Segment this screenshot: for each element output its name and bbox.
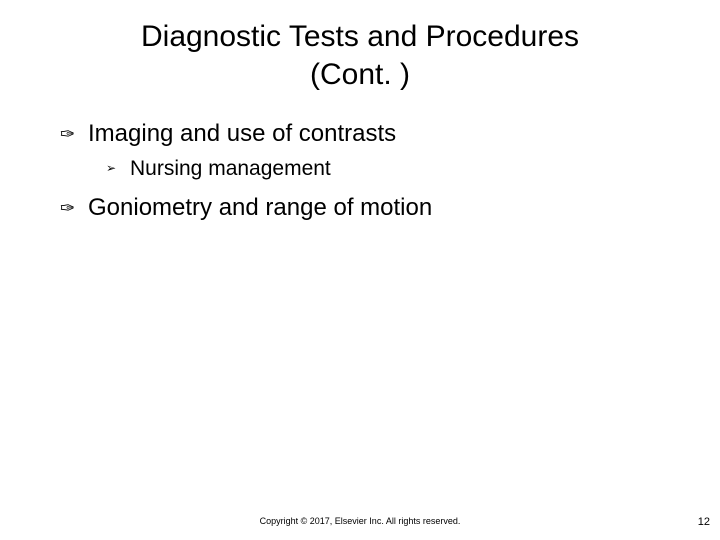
list-item: ✑ Goniometry and range of motion [60,192,660,224]
slide-body: ✑ Imaging and use of contrasts ➢ Nursing… [60,118,660,228]
copyright-footer: Copyright © 2017, Elsevier Inc. All righ… [0,516,720,526]
bullet-icon: ➢ [106,154,130,182]
list-item: ➢ Nursing management [106,154,660,183]
list-item: ✑ Imaging and use of contrasts [60,118,660,150]
slide: Diagnostic Tests and Procedures (Cont. )… [0,0,720,540]
page-number: 12 [698,516,710,528]
bullet-icon: ✑ [60,118,88,150]
slide-title: Diagnostic Tests and Procedures (Cont. ) [0,18,720,93]
title-line-2: (Cont. ) [310,58,410,91]
list-item-text: Goniometry and range of motion [88,192,432,224]
list-item-text: Nursing management [130,154,331,183]
title-line-1: Diagnostic Tests and Procedures [141,20,579,53]
bullet-icon: ✑ [60,192,88,224]
list-item-text: Imaging and use of contrasts [88,118,396,150]
